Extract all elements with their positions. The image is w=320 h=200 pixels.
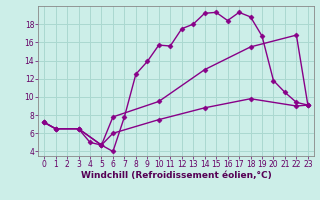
X-axis label: Windchill (Refroidissement éolien,°C): Windchill (Refroidissement éolien,°C) bbox=[81, 171, 271, 180]
